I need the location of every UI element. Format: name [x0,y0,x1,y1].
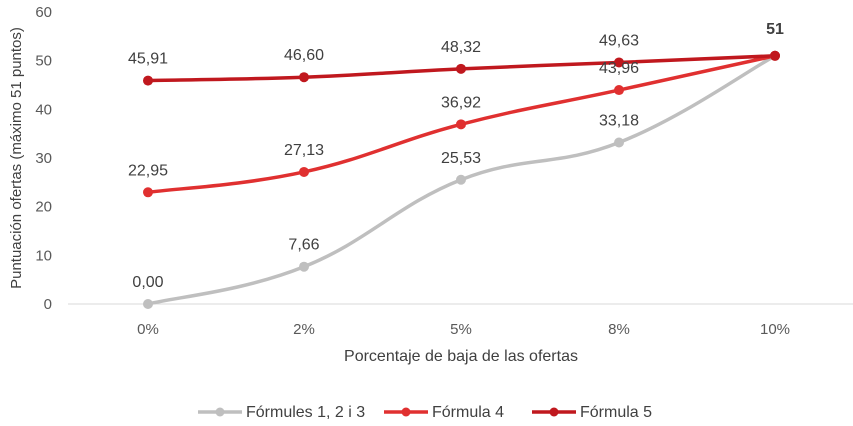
series-points [143,50,780,309]
data-point [299,72,309,83]
data-label: 33,18 [599,113,639,130]
y-tick-label: 20 [35,199,52,216]
data-label: 27,13 [284,142,324,159]
data-label: 0,00 [132,274,163,291]
data-label: 46,60 [284,47,324,64]
data-label: 48,32 [441,39,481,56]
legend-label: Fórmula 5 [580,404,652,421]
y-tick-label: 0 [44,296,52,313]
data-label: 45,91 [128,51,168,68]
legend-swatch-marker [401,407,411,417]
y-tick-label: 10 [35,247,52,264]
x-tick-label: 5% [450,321,472,338]
data-point [614,137,624,148]
x-tick-label: 10% [760,321,790,338]
x-axis-title: Porcentaje de baja de las ofertas [344,348,578,365]
y-tick-label: 30 [35,150,52,167]
data-label: 49,63 [599,32,639,49]
data-point [299,166,309,177]
data-label: 43,96 [599,60,639,77]
data-point [770,50,780,61]
data-point [456,63,466,74]
y-axis-ticks: 0 10 20 30 40 50 60 [35,4,52,313]
data-label: 25,53 [441,150,481,167]
data-point [614,57,624,68]
data-point [143,299,153,309]
legend-label: Fórmula 4 [432,404,504,421]
data-point [143,187,153,198]
y-axis-title: Puntuación ofertas (máximo 51 puntos) [8,27,25,289]
data-point [614,85,624,96]
legend: Fórmules 1, 2 i 3 Fórmula 4 Fórmula 5 [198,404,652,421]
x-tick-label: 0% [137,321,159,338]
legend-swatch-marker [215,407,225,417]
legend-label: Fórmules 1, 2 i 3 [246,404,365,421]
y-tick-label: 40 [35,101,52,118]
data-label: 36,92 [441,94,481,111]
end-data-label: 51 [766,21,784,38]
data-labels: 0,00 7,66 25,53 33,18 22,95 27,13 36,92 43,96 45… [128,21,784,291]
legend-item-3: Fórmula 5 [532,404,652,421]
data-point [143,75,153,86]
x-axis-ticks: 0% 2% 5% 8% 10% [137,321,790,338]
data-point [456,174,466,185]
legend-swatch-marker [549,407,559,417]
y-tick-label: 60 [35,4,52,21]
x-tick-label: 8% [608,321,630,338]
data-point [456,119,466,130]
x-tick-label: 2% [293,321,315,338]
data-point [299,261,309,272]
y-tick-label: 50 [35,53,52,70]
data-label: 22,95 [128,162,168,179]
data-label: 7,66 [288,237,319,254]
legend-item-2: Fórmula 4 [384,404,504,421]
legend-item-1: Fórmules 1, 2 i 3 [198,404,365,421]
